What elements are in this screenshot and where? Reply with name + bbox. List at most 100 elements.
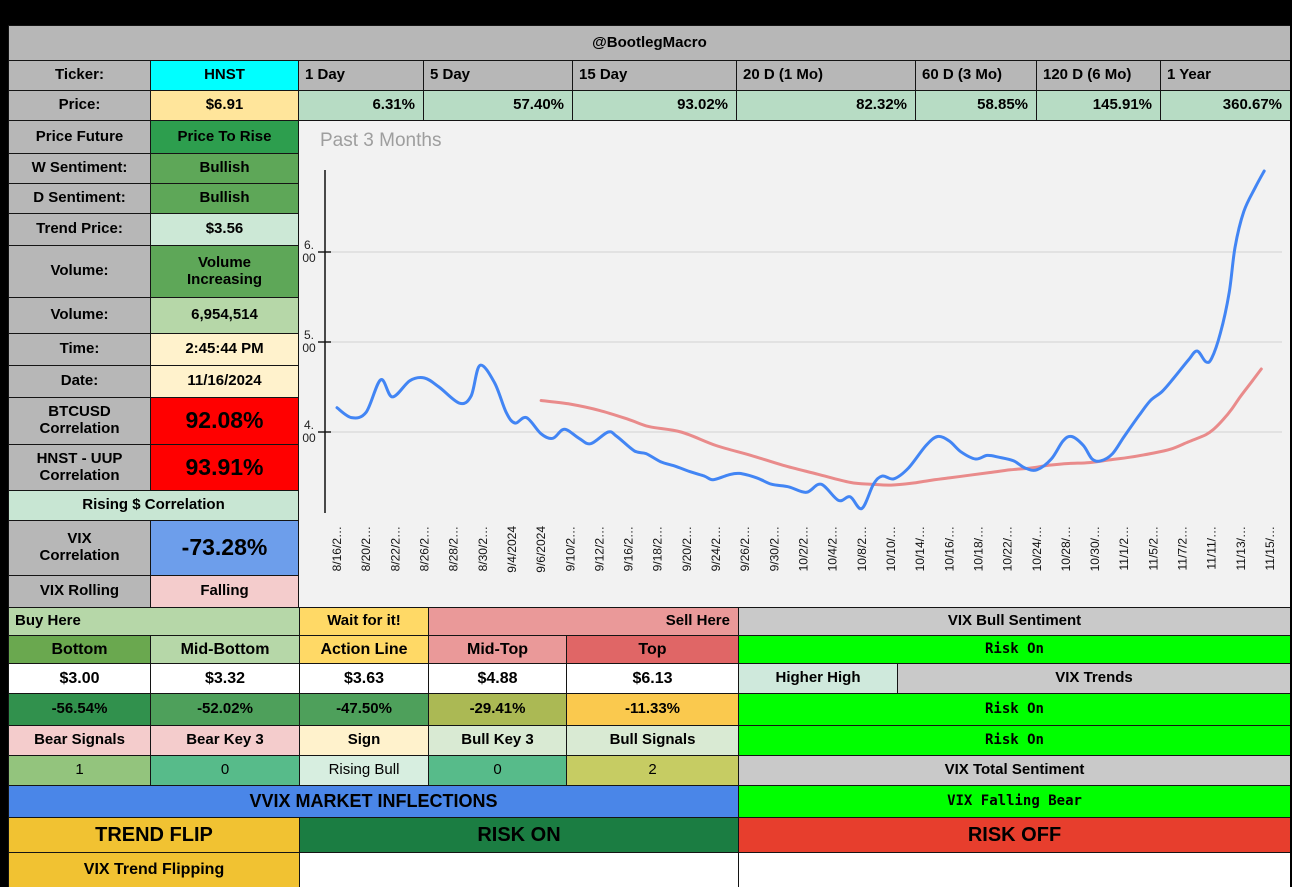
stat-value-cell[interactable]: Bullish xyxy=(150,183,299,214)
x-tick-label: 9/6/2024 xyxy=(534,526,548,573)
stat-value-cell[interactable]: Bullish xyxy=(150,153,299,184)
level-name-cell[interactable]: Mid-Top xyxy=(428,635,567,664)
period-return-cell[interactable]: 82.32% xyxy=(736,90,916,121)
level-percent-cell[interactable]: -47.50% xyxy=(299,693,429,726)
price-value-cell[interactable]: $6.91 xyxy=(150,90,299,121)
signal-header-cell[interactable]: Bear Signals xyxy=(8,725,151,756)
vix-total-sentiment-value-cell[interactable]: VIX Falling Bear xyxy=(738,785,1290,818)
x-tick-label: 9/24/2… xyxy=(709,526,723,571)
signal-value-cell[interactable]: 0 xyxy=(428,755,567,786)
signal-header-cell[interactable]: Bull Signals xyxy=(566,725,739,756)
stat-label-cell[interactable]: W Sentiment: xyxy=(8,153,151,184)
stat-label-cell[interactable]: D Sentiment: xyxy=(8,183,151,214)
signal-value-cell[interactable]: 0 xyxy=(150,755,300,786)
level-name-cell[interactable]: Bottom xyxy=(8,635,151,664)
signal-value-cell[interactable]: 1 xyxy=(8,755,151,786)
stat-label-cell[interactable]: Volume: xyxy=(8,245,151,298)
x-tick-label: 10/18/… xyxy=(971,526,985,571)
period-header-cell[interactable]: 20 D (1 Mo) xyxy=(736,60,916,91)
higher-high-cell[interactable]: Higher High xyxy=(738,663,898,694)
stat-label-cell[interactable]: Price Future xyxy=(8,120,151,154)
vix-bull-sentiment-header-cell[interactable]: VIX Bull Sentiment xyxy=(738,607,1290,636)
period-return-cell[interactable]: 58.85% xyxy=(915,90,1037,121)
account-handle-cell[interactable]: @BootlegMacro xyxy=(8,25,1290,61)
period-return-cell[interactable]: 93.02% xyxy=(572,90,737,121)
y-tick-label: 00 xyxy=(302,251,316,265)
vix-bull-sentiment-value-cell[interactable]: Risk On xyxy=(738,635,1290,664)
stat-value-cell[interactable]: $3.56 xyxy=(150,213,299,246)
x-tick-label: 8/26/2… xyxy=(417,526,431,571)
period-return-cell[interactable]: 360.67% xyxy=(1160,90,1290,121)
x-tick-label: 11/15/… xyxy=(1263,526,1277,570)
stat-banner-cell[interactable]: Rising $ Correlation xyxy=(8,490,299,521)
stat-value-cell[interactable]: 93.91% xyxy=(150,444,299,491)
vix-trend-value-cell[interactable]: Risk On xyxy=(738,725,1290,756)
period-header-cell[interactable]: 120 D (6 Mo) xyxy=(1036,60,1161,91)
chart-title: Past 3 Months xyxy=(320,130,442,151)
stat-value-cell[interactable]: Volume Increasing xyxy=(150,245,299,298)
level-name-cell[interactable]: Top xyxy=(566,635,739,664)
stat-value-cell[interactable]: Price To Rise xyxy=(150,120,299,154)
period-header-cell[interactable]: 15 Day xyxy=(572,60,737,91)
stat-label-cell[interactable]: VIX Rolling xyxy=(8,575,151,608)
level-price-cell[interactable]: $3.32 xyxy=(150,663,300,694)
signal-header-cell[interactable]: Bull Key 3 xyxy=(428,725,567,756)
signal-header-cell[interactable]: Bear Key 3 xyxy=(150,725,300,756)
level-name-cell[interactable]: Mid-Bottom xyxy=(150,635,300,664)
trend-line xyxy=(539,367,1263,487)
stat-label-cell[interactable]: Trend Price: xyxy=(8,213,151,246)
x-tick-label: 10/2/2… xyxy=(797,526,811,571)
risk-on-cell[interactable]: RISK ON xyxy=(299,817,739,853)
level-price-cell[interactable]: $6.13 xyxy=(566,663,739,694)
signal-value-cell[interactable]: 2 xyxy=(566,755,739,786)
trend-flip-cell[interactable]: TREND FLIP xyxy=(8,817,300,853)
x-tick-label: 10/4/2… xyxy=(826,526,840,571)
period-return-cell[interactable]: 145.91% xyxy=(1036,90,1161,121)
stat-label-cell[interactable]: Date: xyxy=(8,365,151,398)
price-label-cell[interactable]: Price: xyxy=(8,90,151,121)
level-price-cell[interactable]: $3.00 xyxy=(8,663,151,694)
x-tick-label: 8/22/2… xyxy=(388,526,402,571)
level-name-cell[interactable]: Action Line xyxy=(299,635,429,664)
ticker-label-cell[interactable]: Ticker: xyxy=(8,60,151,91)
ticker-value-cell[interactable]: HNST xyxy=(150,60,299,91)
level-price-cell[interactable]: $3.63 xyxy=(299,663,429,694)
period-header-cell[interactable]: 60 D (3 Mo) xyxy=(915,60,1037,91)
period-return-cell[interactable]: 57.40% xyxy=(423,90,573,121)
stat-label-cell[interactable]: HNST - UUP Correlation xyxy=(8,444,151,491)
level-percent-cell[interactable]: -52.02% xyxy=(150,693,300,726)
y-tick-label: 6. xyxy=(304,238,314,252)
period-header-cell[interactable]: 1 Day xyxy=(298,60,424,91)
stat-value-cell[interactable]: Falling xyxy=(150,575,299,608)
period-return-cell[interactable]: 6.31% xyxy=(298,90,424,121)
risk-off-cell[interactable]: RISK OFF xyxy=(738,817,1290,853)
stat-label-cell[interactable]: BTCUSD Correlation xyxy=(8,397,151,445)
stat-value-cell[interactable]: 6,954,514 xyxy=(150,297,299,334)
x-tick-label: 9/20/2… xyxy=(680,526,694,571)
vix-total-sentiment-header-cell[interactable]: VIX Total Sentiment xyxy=(738,755,1290,786)
vix-trend-value-cell[interactable]: Risk On xyxy=(738,693,1290,726)
zone-buy-here-cell[interactable]: Buy Here xyxy=(8,607,300,636)
x-tick-label: 10/10/… xyxy=(884,526,898,571)
stat-value-cell[interactable]: -73.28% xyxy=(150,520,299,576)
stat-value-cell[interactable]: 2:45:44 PM xyxy=(150,333,299,366)
stat-value-cell[interactable]: 11/16/2024 xyxy=(150,365,299,398)
stat-label-cell[interactable]: Volume: xyxy=(8,297,151,334)
period-header-cell[interactable]: 1 Year xyxy=(1160,60,1290,91)
x-tick-label: 8/16/2… xyxy=(330,526,344,571)
stat-label-cell[interactable]: VIX Correlation xyxy=(8,520,151,576)
stat-value-cell[interactable]: 92.08% xyxy=(150,397,299,445)
level-percent-cell[interactable]: -29.41% xyxy=(428,693,567,726)
period-header-cell[interactable]: 5 Day xyxy=(423,60,573,91)
vvix-banner-cell[interactable]: VVIX MARKET INFLECTIONS xyxy=(8,785,739,818)
level-percent-cell[interactable]: -11.33% xyxy=(566,693,739,726)
level-percent-cell[interactable]: -56.54% xyxy=(8,693,151,726)
zone-sell-here-cell[interactable]: Sell Here xyxy=(428,607,739,636)
vix-trend-flipping-cell[interactable]: VIX Trend Flipping xyxy=(8,852,300,887)
vix-trends-header-cell[interactable]: VIX Trends xyxy=(897,663,1290,694)
zone-wait-cell[interactable]: Wait for it! xyxy=(299,607,429,636)
level-price-cell[interactable]: $4.88 xyxy=(428,663,567,694)
stat-label-cell[interactable]: Time: xyxy=(8,333,151,366)
signal-header-cell[interactable]: Sign xyxy=(299,725,429,756)
signal-value-cell[interactable]: Rising Bull xyxy=(299,755,429,786)
